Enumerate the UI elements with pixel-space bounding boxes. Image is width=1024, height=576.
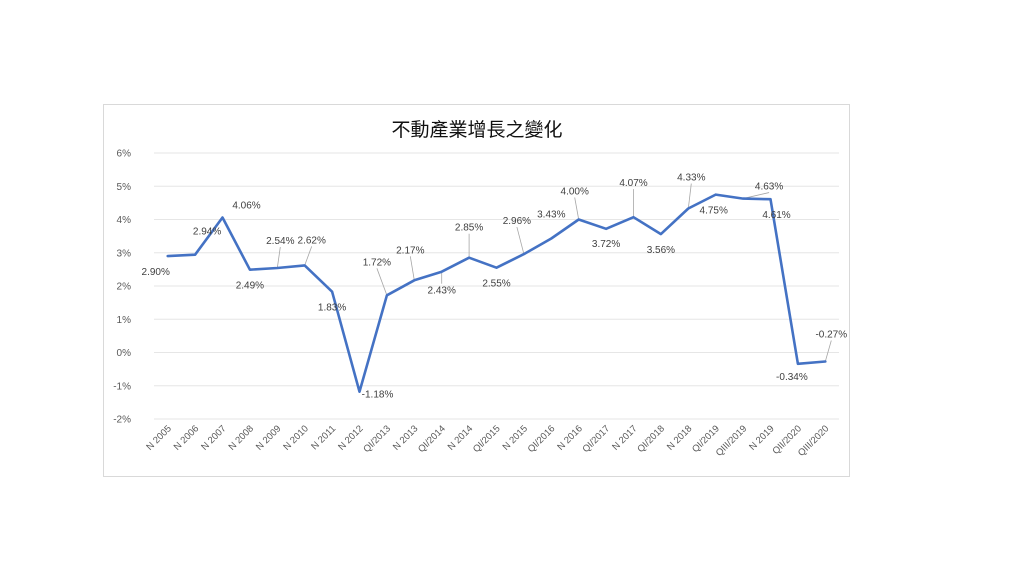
x-tick-label: QI/2018 xyxy=(635,423,667,455)
x-tick-label: QI/2017 xyxy=(581,423,613,455)
data-label: 4.63% xyxy=(755,182,783,193)
data-label: 4.33% xyxy=(677,173,705,184)
data-label-leader xyxy=(304,246,313,266)
data-label: 2.90% xyxy=(142,267,170,278)
data-label: 2.62% xyxy=(298,235,326,246)
data-label: 1.72% xyxy=(363,257,391,268)
data-label: -1.18% xyxy=(362,390,394,401)
data-label: 2.85% xyxy=(455,223,483,234)
data-label: 2.17% xyxy=(396,245,424,256)
y-tick-label: 5% xyxy=(117,182,132,193)
data-label-leader xyxy=(276,246,281,269)
x-tick-label: N 2008 xyxy=(227,423,256,452)
data-label: -0.34% xyxy=(776,372,808,383)
chart-title: 不動產業增長之變化 xyxy=(391,119,562,141)
y-tick-label: 3% xyxy=(117,248,132,259)
data-label: 3.72% xyxy=(592,239,620,250)
data-label: 2.49% xyxy=(236,281,264,292)
x-tick-label: N 2011 xyxy=(309,423,338,452)
data-label-leader xyxy=(824,340,832,362)
data-label: 4.00% xyxy=(561,187,589,198)
x-tick-label: QI/2014 xyxy=(416,423,448,455)
data-label: 2.54% xyxy=(266,236,294,247)
y-tick-label: -1% xyxy=(113,381,131,392)
data-label: 3.56% xyxy=(647,245,675,256)
x-tick-label: N 2006 xyxy=(172,423,201,452)
series-line xyxy=(166,193,827,394)
y-tick-label: 1% xyxy=(117,315,132,326)
y-tick-label: 0% xyxy=(117,348,132,359)
data-label: 3.43% xyxy=(537,209,565,220)
data-label: 1.83% xyxy=(318,303,346,314)
data-label-leader xyxy=(516,226,525,255)
data-label: -0.27% xyxy=(815,329,847,340)
x-tick-label: QI/2015 xyxy=(471,423,503,455)
data-label-leader xyxy=(574,197,580,220)
x-tick-label: N 2005 xyxy=(144,423,173,452)
x-tick-label: QI/2016 xyxy=(526,423,558,455)
data-label: 4.75% xyxy=(700,206,728,217)
x-tick-label: N 2009 xyxy=(254,423,283,452)
y-tick-label: 2% xyxy=(117,282,132,293)
y-tick-label: 4% xyxy=(117,215,132,226)
data-label: 4.07% xyxy=(619,178,647,189)
data-label: 2.43% xyxy=(428,286,456,297)
data-label: 2.55% xyxy=(482,279,510,290)
y-tick-label: 6% xyxy=(117,149,132,160)
data-label: 2.94% xyxy=(193,227,221,238)
y-tick-label: -2% xyxy=(113,415,131,426)
data-label-leader xyxy=(376,268,388,296)
data-label: 2.96% xyxy=(503,216,531,227)
chart-frame: 不動產業增長之變化 6% 5% 4% 3% 2% 1% 0% -1% -2% N 2005 N 2… xyxy=(103,104,850,477)
x-tick-label: N 2007 xyxy=(199,423,228,452)
x-tick-label: N 2010 xyxy=(281,423,310,452)
x-tick-label: QI/2013 xyxy=(361,423,393,455)
data-label: 4.06% xyxy=(232,201,260,212)
data-label-leader xyxy=(409,256,415,281)
data-label: 4.61% xyxy=(762,210,790,221)
data-label-leader xyxy=(687,183,692,209)
